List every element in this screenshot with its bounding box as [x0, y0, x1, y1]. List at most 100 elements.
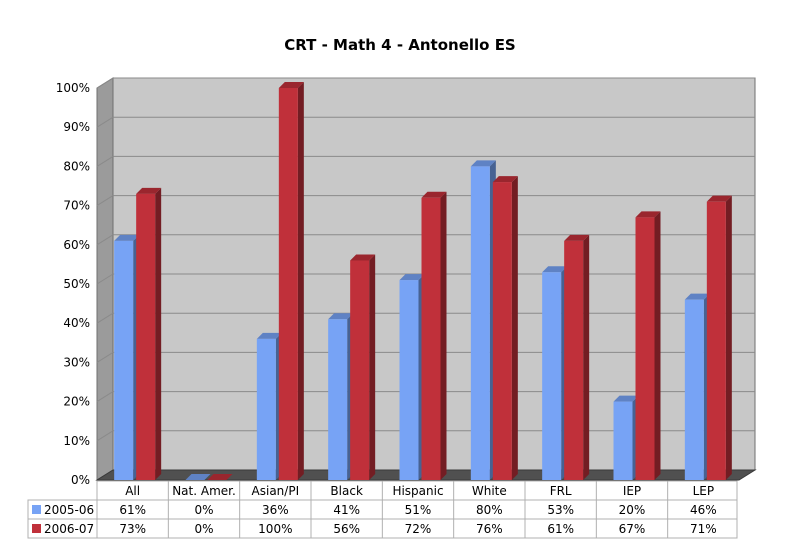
bar-2005-06-White — [470, 160, 496, 480]
bar-2005-06-Black — [328, 313, 354, 480]
data-label: 0% — [194, 522, 213, 536]
data-label: 41% — [333, 503, 360, 517]
gridline-side — [96, 195, 114, 207]
bar-2005-06-All — [114, 234, 140, 480]
data-label: 36% — [262, 503, 289, 517]
gridline-side — [96, 234, 114, 246]
bar-2006-07-Asian/PI — [278, 82, 304, 480]
x-category-label: Hispanic — [392, 484, 443, 498]
data-label: 51% — [405, 503, 432, 517]
bar-top — [350, 254, 376, 261]
bar-top — [256, 332, 282, 339]
bar-2005-06-LEP — [684, 293, 710, 480]
legend-label-2006-07: 2006-07 — [44, 522, 94, 536]
bar-side — [725, 195, 732, 480]
x-category-label: All — [125, 484, 140, 498]
data-label: 71% — [690, 522, 717, 536]
legend-key-2006-07 — [32, 524, 41, 533]
bar-front — [328, 319, 348, 480]
y-tick-label: 40% — [63, 316, 90, 330]
data-label: 61% — [119, 503, 146, 517]
y-tick-label: 90% — [63, 120, 90, 134]
legend-label-2005-06: 2005-06 — [44, 503, 94, 517]
x-category-label: FRL — [550, 484, 572, 498]
x-category-label: Black — [330, 484, 363, 498]
bar-2006-07-Black — [350, 254, 376, 480]
bar-side — [511, 176, 518, 480]
bar-top — [635, 211, 661, 218]
bar-front — [136, 193, 156, 480]
bar-top — [185, 474, 211, 480]
bar-2006-07-FRL — [564, 234, 590, 480]
bar-front — [492, 182, 512, 480]
bar-top — [399, 274, 425, 281]
data-label: 80% — [476, 503, 503, 517]
data-label: 76% — [476, 522, 503, 536]
bar-top — [328, 313, 354, 320]
data-label: 61% — [547, 522, 574, 536]
bar-2006-07-All — [136, 187, 162, 480]
y-tick-label: 10% — [63, 434, 90, 448]
bar-2005-06-Hispanic — [399, 274, 425, 480]
bar-top — [564, 234, 590, 241]
bar-top — [421, 191, 447, 198]
bar-top — [542, 266, 568, 273]
y-tick-label: 70% — [63, 199, 90, 213]
y-tick-label: 80% — [63, 159, 90, 173]
data-label: 0% — [194, 503, 213, 517]
bar-side — [369, 254, 376, 480]
bar-front — [613, 401, 633, 480]
chart-title: CRT - Math 4 - Antonello ES — [284, 36, 516, 54]
gridline-side — [96, 351, 114, 363]
gridline-side — [96, 155, 114, 167]
bar-2006-07-Nat. Amer. — [207, 474, 233, 480]
bar-top — [684, 293, 710, 300]
data-table: 2005-06 2006-07 All 61% 73% Nat. Amer. 0% 0% Asi… — [27, 480, 738, 539]
y-tick-label: 30% — [63, 355, 90, 369]
bar-front — [470, 166, 490, 480]
data-label: 73% — [119, 522, 146, 536]
x-category-label: Asian/PI — [252, 484, 300, 498]
gridline-side — [96, 391, 114, 403]
x-category-label: IEP — [623, 484, 641, 498]
bar-top — [278, 82, 304, 88]
data-label: 67% — [619, 522, 646, 536]
gridline-side — [96, 312, 114, 324]
bar-front — [421, 197, 441, 480]
bar-side — [654, 211, 661, 481]
y-tick-label: 60% — [63, 238, 90, 252]
gridline-side — [96, 77, 114, 89]
bar-front — [278, 88, 298, 480]
bar-front — [350, 260, 370, 480]
data-label: 72% — [405, 522, 432, 536]
bar-2006-07-Hispanic — [421, 191, 447, 480]
bar-2005-06-FRL — [542, 266, 568, 480]
bar-top — [114, 234, 140, 241]
bar-side — [155, 187, 162, 480]
bar-front — [684, 299, 704, 480]
bar-top — [492, 176, 518, 183]
bar-front — [635, 217, 655, 481]
bar-2005-06-Asian/PI — [256, 332, 282, 480]
bar-top — [613, 395, 639, 402]
y-tick-label: 100% — [56, 81, 90, 95]
bar-top — [470, 160, 496, 167]
bar-front — [706, 201, 726, 480]
data-label: 56% — [333, 522, 360, 536]
bar-top — [706, 195, 732, 202]
data-label: 100% — [258, 522, 292, 536]
data-label: 46% — [690, 503, 717, 517]
bar-front — [542, 272, 562, 480]
bar-2005-06-IEP — [613, 395, 639, 480]
data-label: 20% — [619, 503, 646, 517]
x-category-label: LEP — [693, 484, 715, 498]
bar-side — [440, 191, 447, 480]
data-label: 53% — [547, 503, 574, 517]
gridline-side — [96, 116, 114, 128]
y-tick-label: 50% — [63, 277, 90, 291]
gridline-side — [96, 273, 114, 285]
y-tick-label: 20% — [63, 395, 90, 409]
bar-2006-07-White — [492, 176, 518, 480]
